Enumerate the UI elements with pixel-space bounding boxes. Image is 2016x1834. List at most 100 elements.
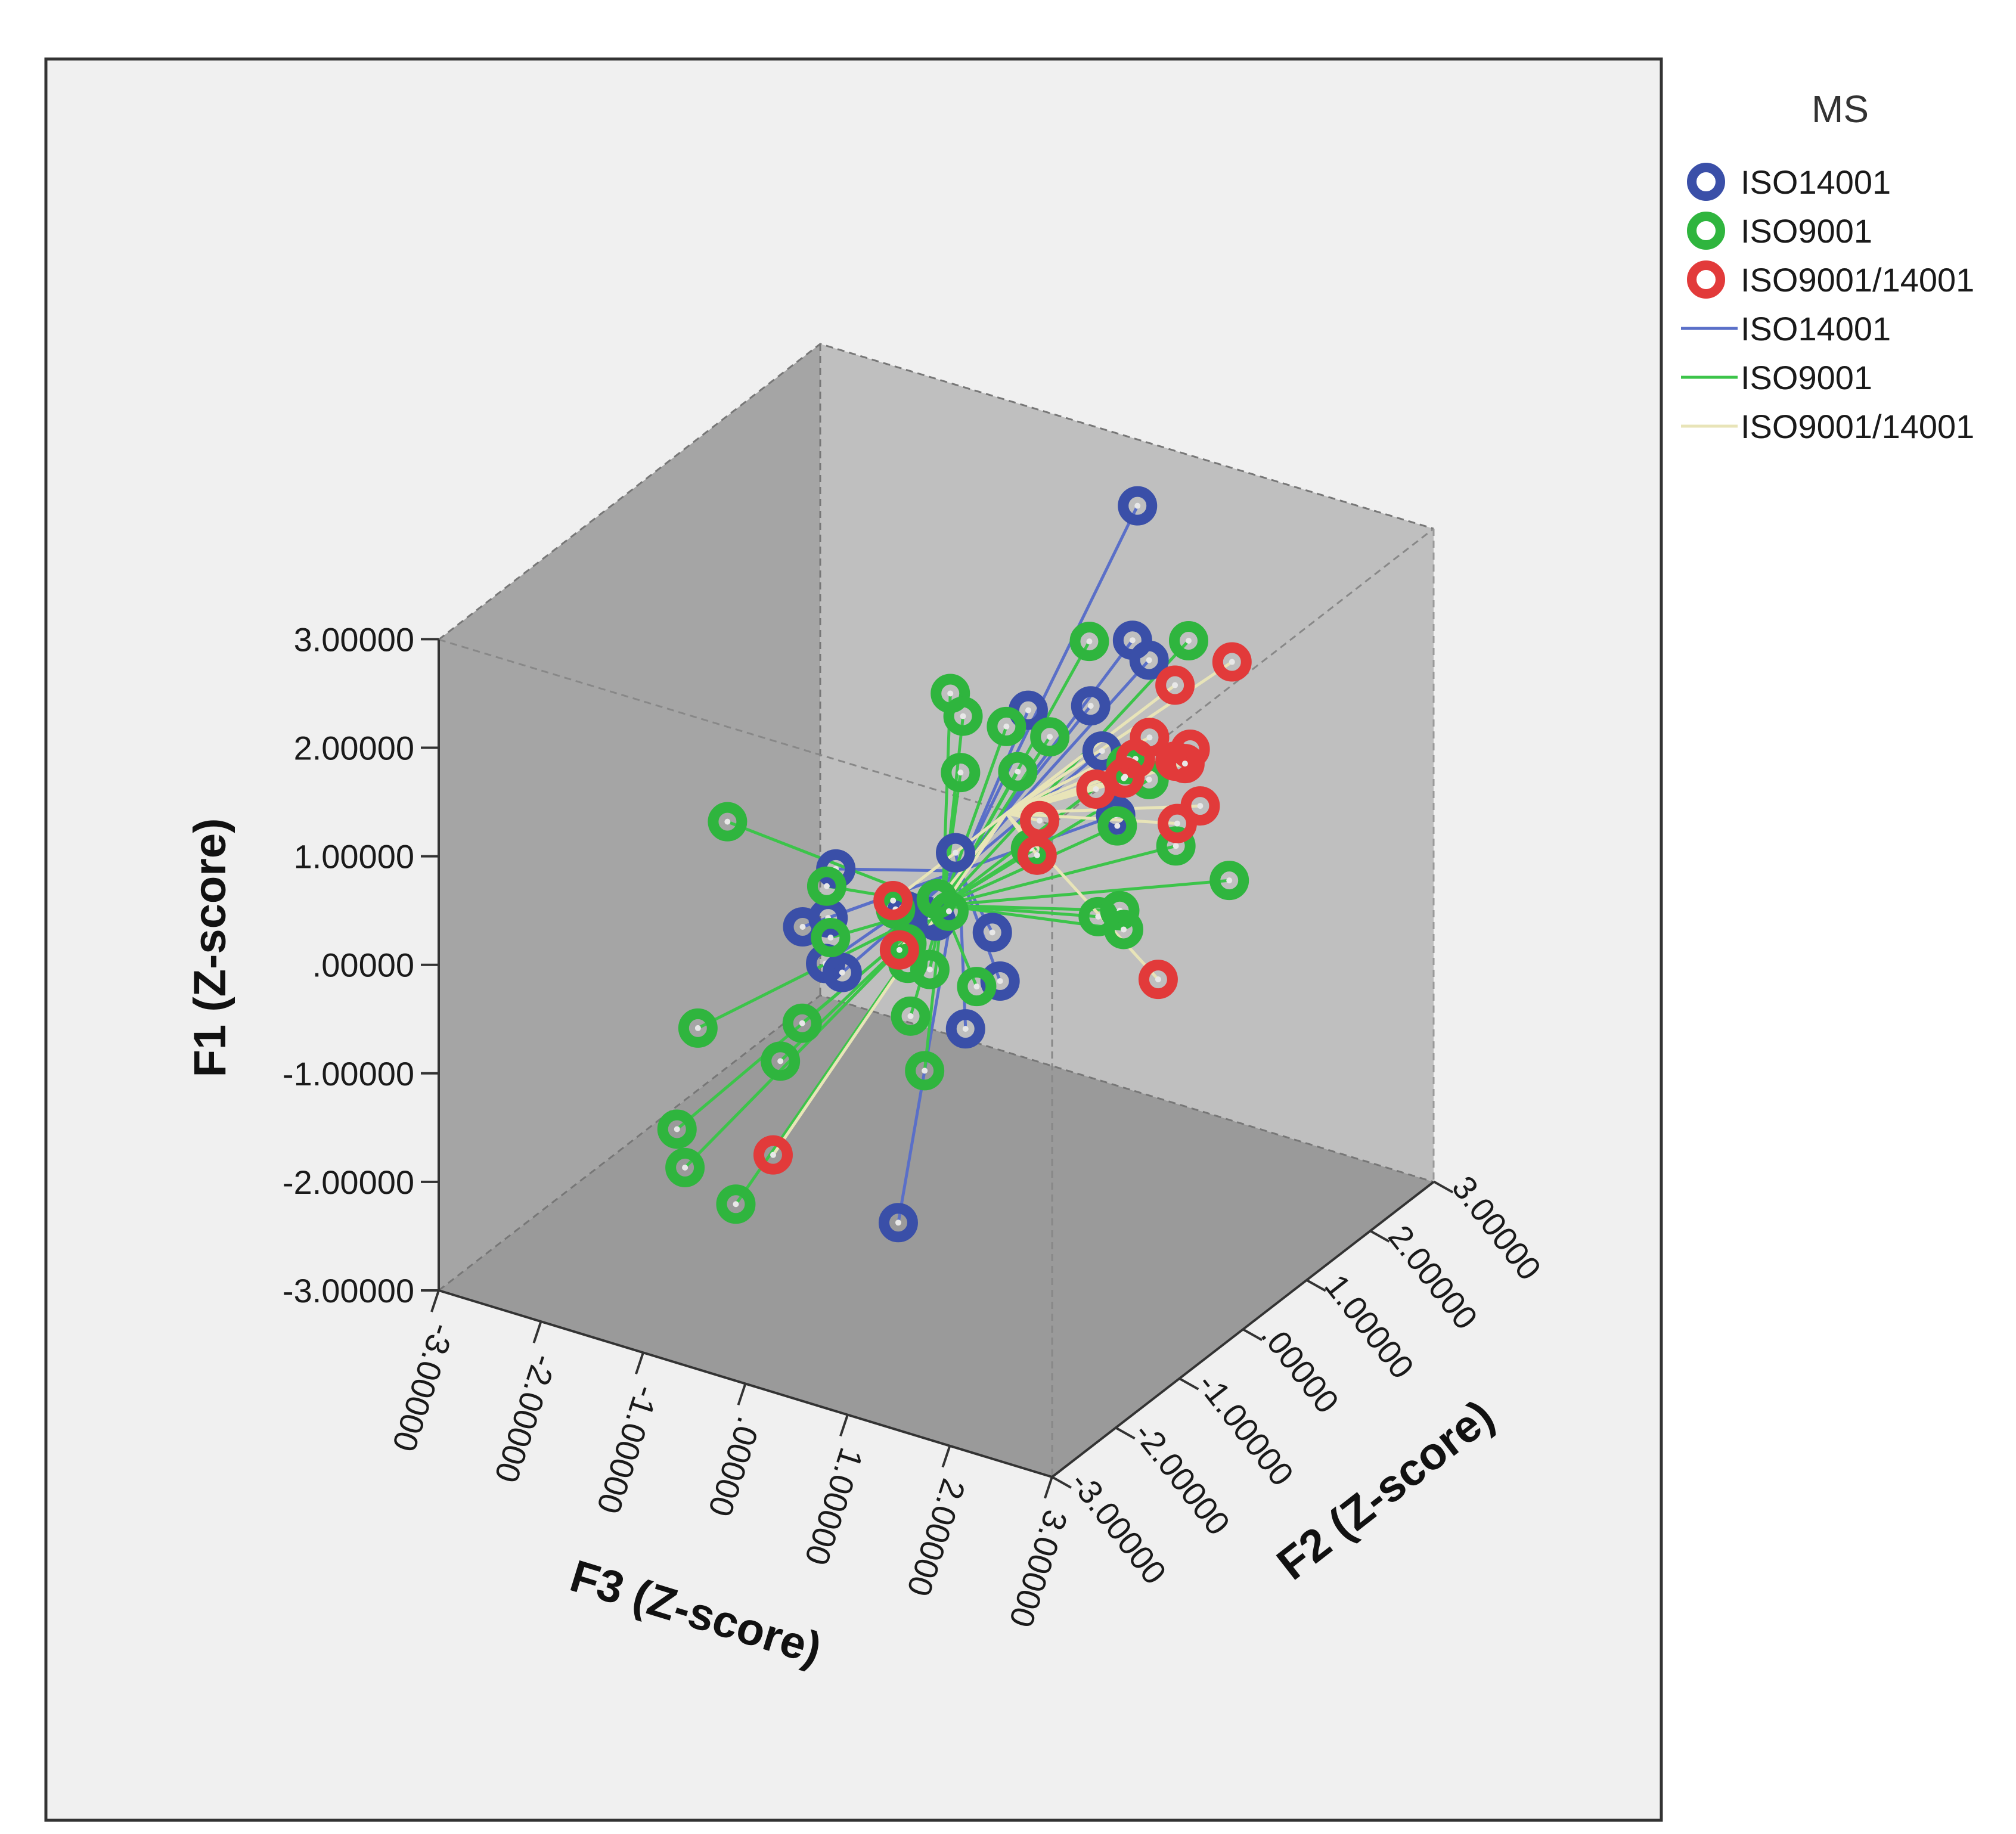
data-point-center <box>770 1152 776 1158</box>
legend-line-label: ISO14001 <box>1741 310 1891 347</box>
data-point-center <box>989 929 995 936</box>
data-point-center <box>823 883 830 889</box>
legend-line-label: ISO9001/14001 <box>1741 408 1974 445</box>
data-point-center <box>962 1026 969 1032</box>
f1-tick-label: -3.00000 <box>283 1272 414 1309</box>
spike-line <box>771 812 1008 1156</box>
data-point <box>1156 826 1196 866</box>
data-point-center <box>947 690 954 697</box>
data-point <box>716 1184 756 1224</box>
data-point-center <box>890 897 897 904</box>
data-point <box>1209 861 1249 901</box>
data-point <box>945 1009 985 1049</box>
data-points-layer <box>657 486 1252 1243</box>
data-point-center <box>1095 913 1102 920</box>
data-point-center <box>674 1126 680 1132</box>
data-point <box>1168 621 1208 661</box>
data-point <box>811 918 851 958</box>
data-point-center <box>1174 820 1180 827</box>
f1-tick-label: 2.00000 <box>294 730 414 767</box>
data-point <box>1020 800 1059 840</box>
data-point <box>891 996 931 1036</box>
data-point <box>657 1109 697 1149</box>
data-point <box>957 967 997 1007</box>
data-point-center <box>799 1020 805 1026</box>
data-point-center <box>1034 852 1040 858</box>
data-point-center <box>895 1219 901 1226</box>
data-point-center <box>973 983 980 990</box>
data-point-center <box>1129 637 1136 644</box>
data-point <box>878 1203 918 1243</box>
data-point <box>998 752 1038 792</box>
data-point <box>941 753 981 793</box>
data-point-center <box>1099 747 1105 754</box>
data-point-center <box>733 1201 739 1208</box>
f3-tick-mark <box>430 1290 440 1312</box>
data-point-center <box>926 966 933 973</box>
data-point <box>936 833 975 873</box>
data-point-center <box>1146 657 1152 663</box>
data-point <box>1104 910 1143 949</box>
f2-tick-mark <box>1242 1328 1263 1341</box>
legend-marker-label: ISO14001 <box>1741 163 1891 201</box>
data-point-center <box>839 969 845 976</box>
data-point-center <box>1086 638 1093 645</box>
data-point <box>1138 960 1178 1000</box>
data-point <box>873 880 913 920</box>
f1-tick-label: -1.00000 <box>283 1055 414 1093</box>
data-point <box>1155 665 1195 705</box>
data-point-center <box>1197 803 1204 809</box>
spike-line <box>942 844 1177 907</box>
data-point-center <box>799 923 806 930</box>
data-point-center <box>957 769 964 776</box>
data-point <box>879 930 919 970</box>
data-point <box>782 1003 822 1043</box>
data-point-center <box>827 935 834 941</box>
data-point <box>1030 717 1070 757</box>
f2-tick-mark <box>1178 1377 1199 1391</box>
data-point <box>943 696 983 736</box>
legend-marker-label: ISO9001/14001 <box>1741 261 1974 299</box>
data-point-center <box>1025 707 1031 713</box>
legend: ISO14001 ISO9001 ISO9001/14001 ISO14001 ISO9… <box>1681 163 1974 445</box>
data-point <box>1157 803 1197 843</box>
data-point-center <box>1181 761 1188 767</box>
data-point-center <box>1121 926 1127 933</box>
data-point-center <box>1146 734 1153 741</box>
f3-tick-mark <box>532 1321 542 1343</box>
spike-line <box>941 771 1019 907</box>
data-point-center <box>777 1058 784 1065</box>
data-point-center <box>1122 774 1128 780</box>
data-point <box>1129 640 1169 680</box>
data-point-center <box>1226 877 1233 884</box>
data-point <box>905 1051 945 1091</box>
data-point-center <box>694 1025 701 1031</box>
axis-title-f1: F1 (Z-score) <box>185 818 235 1078</box>
data-point-center <box>945 908 952 914</box>
data-point-center <box>953 849 959 856</box>
f1-tick-label: -2.00000 <box>283 1163 414 1201</box>
data-point-center <box>1047 734 1053 740</box>
data-point-center <box>1229 659 1235 665</box>
data-point <box>1165 744 1205 784</box>
f1-tick-label: 1.00000 <box>294 838 414 876</box>
data-point <box>929 891 969 931</box>
spike-line <box>892 812 1007 902</box>
data-point-center <box>1003 723 1010 730</box>
legend-title: MS <box>1812 88 1869 131</box>
data-point-center <box>682 1164 688 1171</box>
data-point <box>822 952 862 992</box>
spike-line <box>957 505 1139 872</box>
data-point <box>1118 486 1158 526</box>
data-point-center <box>1155 976 1161 983</box>
data-point-center <box>896 947 902 953</box>
spike-line <box>942 879 1230 907</box>
data-point-center <box>1185 638 1192 644</box>
data-point-center <box>1037 817 1043 824</box>
data-point-center <box>1093 786 1099 792</box>
data-point-center <box>922 1067 928 1074</box>
data-point <box>1097 806 1137 846</box>
f3-tick-mark <box>737 1383 747 1405</box>
data-point <box>1017 835 1057 875</box>
